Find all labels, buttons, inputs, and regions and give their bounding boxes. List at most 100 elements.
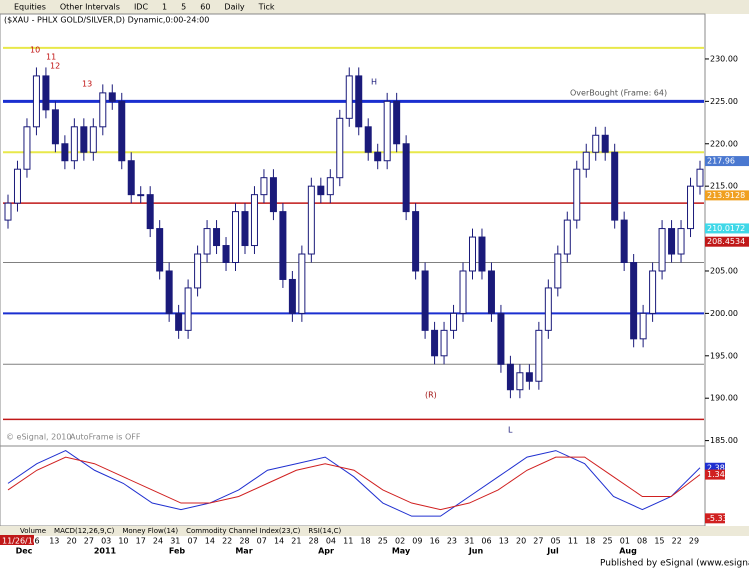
annotation: H [371, 78, 377, 87]
tab[interactable]: Money Flow(14) [122, 527, 178, 535]
date-label: 11 [568, 537, 578, 546]
candle-body [468, 236, 476, 272]
candle-body [649, 270, 657, 314]
candle-body [497, 312, 505, 365]
macd-axis-marker [705, 469, 725, 480]
candle-body [345, 75, 353, 119]
candle-body [336, 117, 344, 179]
candle-body [487, 270, 495, 314]
axis-marker [705, 236, 749, 247]
date-label: 28 [309, 537, 319, 546]
macd-axis-label: 1.34 [707, 470, 725, 479]
candle-body [440, 329, 448, 357]
date-label: 20 [66, 537, 76, 546]
axis-marker [705, 190, 749, 201]
macd-axis-label: -5.33 [707, 514, 728, 523]
tab[interactable]: RSI(14,C) [308, 527, 341, 535]
candle-body [326, 177, 334, 196]
date-label: 08 [637, 537, 647, 546]
candle-body [459, 270, 467, 314]
candle-body [175, 312, 183, 331]
date-label: 10 [118, 537, 128, 546]
candle-body [601, 134, 609, 153]
candle-body [573, 168, 581, 221]
axis-marker [705, 223, 749, 234]
macd-axis-marker [705, 513, 725, 524]
candle-body [620, 219, 628, 264]
annotation: 13 [82, 80, 92, 89]
date-label: 09 [412, 537, 422, 546]
candle-body [279, 211, 287, 280]
month-label: Dec [16, 547, 33, 556]
candle-body [355, 75, 363, 128]
candle-body [364, 126, 372, 153]
tab-bar [0, 526, 749, 536]
candle-body [127, 160, 135, 196]
month-label: Apr [318, 547, 334, 556]
y-tick-label: 190.00 [710, 394, 738, 403]
axis-marker-label: 210.0172 [707, 224, 745, 233]
candle-body [213, 228, 221, 247]
date-label: 22 [222, 537, 232, 546]
month-label: Mar [235, 547, 252, 556]
candle-body [639, 312, 647, 340]
candle-body [156, 228, 164, 272]
date-label: 27 [533, 537, 543, 546]
macd-line [7, 450, 701, 517]
candle-body [260, 177, 268, 196]
date-label: 23 [447, 537, 457, 546]
date-label: 05 [551, 537, 561, 546]
date-label: 27 [84, 537, 94, 546]
candle-body [668, 228, 676, 255]
date-label: 11 [343, 537, 353, 546]
annotation: AutoFrame is OFF [70, 433, 141, 442]
candle-body [525, 372, 533, 382]
annotation: © eSignal, 2010 [6, 433, 71, 442]
candle-body [658, 228, 666, 272]
toolbar-item[interactable]: Equities [14, 3, 46, 12]
month-label: Feb [169, 547, 186, 556]
annotation: 12 [50, 62, 60, 71]
candle-body [317, 185, 325, 196]
date-label: 11/26/10 [2, 537, 38, 546]
date-label: 03 [101, 537, 111, 546]
toolbar-item[interactable]: IDC [134, 3, 149, 12]
month-label: Aug [619, 547, 637, 556]
tab[interactable]: Commodity Channel Index(23,C) [186, 527, 301, 535]
candle-body [146, 194, 154, 230]
toolbar-item[interactable]: 5 [181, 3, 186, 12]
candle-body [478, 236, 486, 272]
chart-title: ($XAU - PHLX GOLD/SILVER,D) Dynamic,0:00… [4, 16, 209, 25]
date-label: 24 [153, 537, 163, 546]
annotation: 11 [46, 53, 56, 62]
candle-body [61, 143, 69, 162]
date-highlight [0, 535, 34, 545]
candle-body [232, 211, 240, 264]
candle-body [687, 185, 695, 230]
candle-body [677, 228, 685, 255]
y-tick-label: 215.00 [710, 182, 738, 191]
candle-body [42, 75, 50, 111]
tab[interactable]: Volume [20, 527, 46, 535]
date-label: 07 [188, 537, 198, 546]
date-label: 25 [602, 537, 612, 546]
toolbar-item[interactable]: Daily [224, 3, 245, 12]
y-tick-label: 205.00 [710, 266, 738, 275]
candle-body [118, 100, 126, 162]
date-label: 14 [205, 537, 215, 546]
candle-body [374, 151, 382, 162]
toolbar-item[interactable]: Other Intervals [60, 3, 120, 12]
candle-body [393, 100, 401, 145]
date-label: 15 [654, 537, 664, 546]
candle-body [137, 194, 145, 197]
candle-body [70, 126, 78, 162]
tab[interactable]: MACD(12,26,9,C) [54, 527, 115, 535]
annotation: 10 [30, 46, 40, 55]
date-label: 13 [499, 537, 509, 546]
candle-body [402, 143, 410, 213]
toolbar-item[interactable]: 60 [200, 3, 210, 12]
candle-body [506, 363, 514, 391]
toolbar-item[interactable]: Tick [258, 3, 275, 12]
toolbar-item[interactable]: 1 [162, 3, 167, 12]
